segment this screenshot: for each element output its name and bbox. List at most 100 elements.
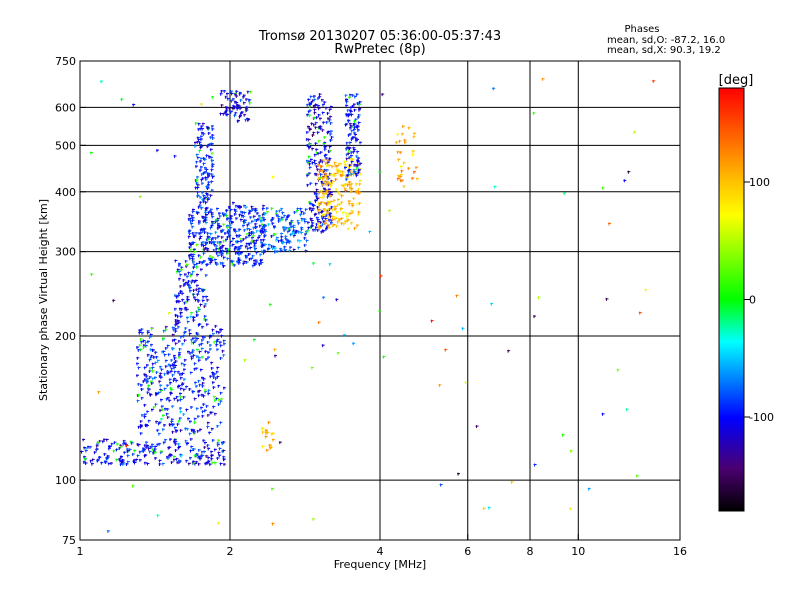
data-point: [350, 171, 352, 175]
data-point: [191, 255, 193, 259]
data-point: [156, 149, 158, 153]
data-point: [161, 350, 163, 354]
data-point: [222, 264, 224, 268]
data-point: [198, 359, 200, 363]
data-point: [196, 211, 198, 215]
data-point: [198, 456, 200, 460]
data-point: [197, 136, 199, 140]
data-point: [191, 259, 193, 263]
data-point: [322, 296, 324, 300]
data-point: [190, 311, 192, 315]
data-point: [177, 442, 179, 446]
phases-x-mean: mean, sd,X: 90.3, 19.2: [607, 45, 721, 56]
data-point: [207, 173, 209, 177]
y-tick-label: 600: [55, 101, 76, 114]
data-point: [309, 102, 311, 106]
data-point: [145, 379, 147, 383]
data-point: [204, 246, 206, 250]
data-point: [186, 263, 188, 267]
data-point: [317, 126, 319, 130]
data-point: [457, 472, 459, 476]
data-point: [207, 392, 209, 396]
data-point: [202, 220, 204, 224]
data-point: [283, 248, 285, 252]
data-point: [326, 121, 328, 125]
data-point: [186, 295, 188, 299]
data-point: [533, 111, 535, 115]
data-point: [358, 202, 360, 206]
data-point: [344, 220, 346, 224]
data-point: [201, 376, 203, 380]
data-point: [159, 365, 161, 369]
data-point: [341, 184, 343, 188]
data-point: [89, 445, 91, 449]
data-point: [378, 309, 380, 313]
data-point: [312, 161, 314, 165]
data-point: [194, 381, 196, 385]
data-point: [334, 161, 336, 165]
data-point: [202, 261, 204, 265]
data-point: [337, 170, 339, 174]
data-point: [285, 241, 287, 245]
data-point: [139, 344, 141, 348]
data-point: [286, 238, 288, 242]
data-point: [253, 247, 257, 249]
data-point: [348, 113, 350, 117]
data-point: [255, 251, 257, 255]
data-point: [271, 487, 273, 491]
data-point: [249, 210, 251, 214]
data-point: [135, 458, 137, 462]
data-point: [187, 298, 189, 302]
data-point: [353, 128, 355, 132]
data-point: [211, 95, 213, 99]
data-point: [221, 449, 223, 453]
data-point: [179, 347, 181, 351]
data-point: [281, 216, 283, 220]
data-point: [283, 229, 285, 233]
data-point: [301, 218, 303, 222]
data-point: [354, 123, 356, 127]
data-point: [324, 173, 326, 177]
data-point: [203, 228, 205, 232]
data-point: [327, 216, 329, 220]
data-point: [235, 240, 237, 244]
data-point: [205, 192, 207, 196]
data-point: [210, 450, 212, 454]
data-point: [326, 159, 328, 163]
data-point: [174, 338, 176, 342]
data-point: [265, 435, 267, 439]
y-tick-label: 200: [55, 330, 76, 343]
data-point: [192, 354, 194, 358]
data-point: [306, 131, 308, 135]
data-point: [356, 159, 358, 163]
data-point: [205, 201, 207, 205]
data-point: [201, 215, 203, 219]
data-point: [190, 281, 192, 285]
data-point: [205, 295, 207, 299]
data-point: [294, 232, 296, 236]
data-point: [199, 169, 201, 173]
data-point: [202, 215, 204, 219]
data-point: [271, 218, 273, 222]
data-point: [119, 444, 121, 448]
data-point: [326, 131, 328, 135]
data-point: [201, 393, 203, 397]
data-point: [317, 163, 319, 167]
data-point: [108, 462, 110, 466]
data-point: [209, 344, 211, 348]
data-point: [252, 226, 254, 230]
data-point: [142, 380, 144, 384]
data-point: [149, 375, 151, 379]
data-point: [132, 453, 134, 457]
y-tick-label: 400: [55, 186, 76, 199]
data-point: [602, 412, 604, 416]
data-point: [275, 212, 277, 216]
data-point: [261, 250, 263, 254]
data-point: [223, 214, 225, 218]
data-point: [534, 463, 536, 467]
data-point: [245, 98, 247, 102]
data-point: [200, 145, 202, 149]
data-point: [191, 225, 193, 229]
data-point: [176, 270, 178, 274]
data-point: [316, 188, 318, 192]
